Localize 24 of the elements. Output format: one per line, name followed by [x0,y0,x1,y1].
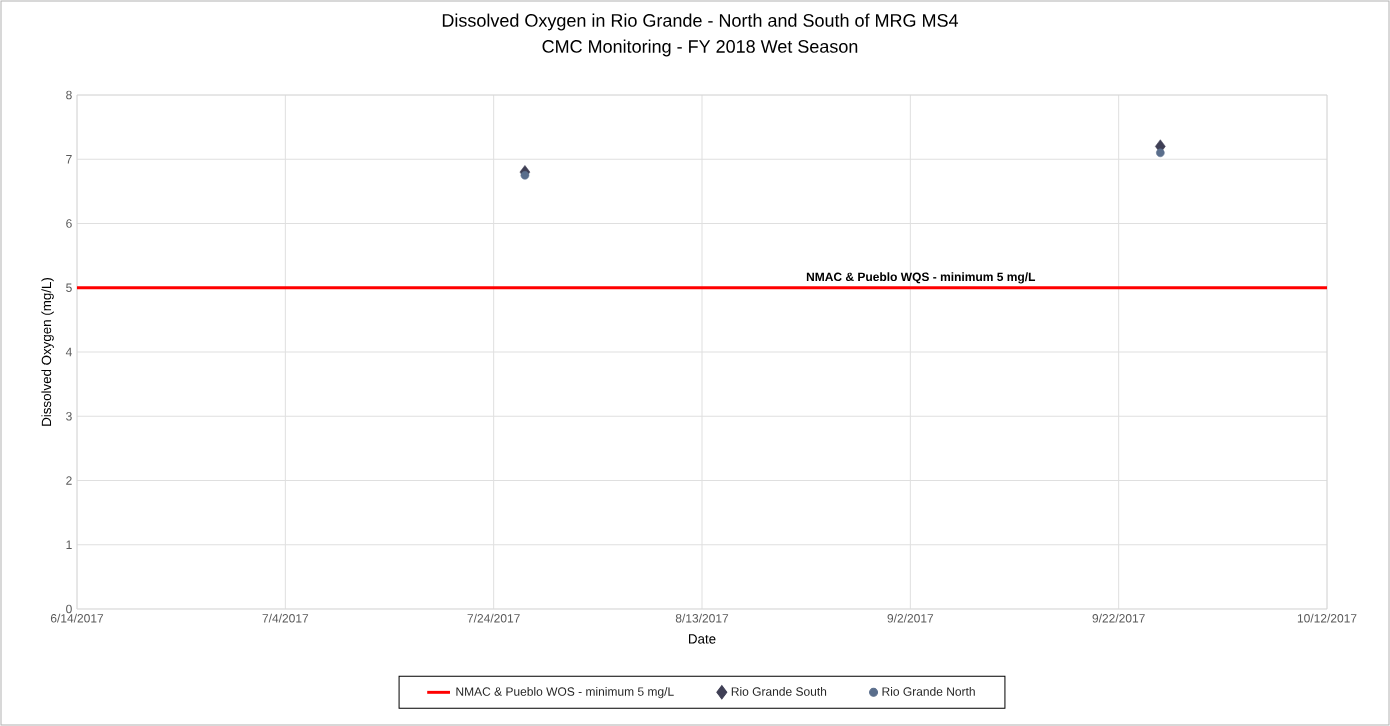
y-axis-title: Dissolved Oxygen (mg/L) [41,278,54,426]
annotation: NMAC & Pueblo WQS - minimum 5 mg/L [806,272,1036,284]
x-tick-label: 8/13/2017 [675,613,729,623]
x-tick-label: 9/2/2017 [887,613,934,623]
y-tick-label: 5 [66,283,72,292]
y-tick-label: 2 [66,476,72,485]
legend-label: Rio Grande North [882,686,975,696]
x-tick-label: 6/14/2017 [50,613,104,623]
x-tick-label: 9/22/2017 [1092,613,1145,623]
chart-title: Dissolved Oxygen in Rio Grande - North and South of MRG MS4 [442,13,959,31]
y-tick-label: 8 [66,90,72,100]
x-tick-label: 7/24/2017 [467,613,520,623]
y-tick-label: 1 [66,540,72,549]
x-tick-label: 10/12/2017 [1297,613,1357,623]
y-tick-label: 7 [66,155,72,164]
chart-subtitle: CMC Monitoring - FY 2018 Wet Season [542,39,858,57]
x-axis-title: Date [689,634,716,644]
y-tick-label: 6 [66,219,72,228]
legend-label: NMAC & Pueblo WOS - minimum 5 mg/L [456,686,674,699]
x-tick-label: 7/4/2017 [262,613,309,623]
legend-label: Rio Grande South [731,686,827,696]
y-tick-label: 3 [66,412,72,421]
y-tick-label: 4 [65,347,72,357]
y-tick-label: 0 [66,604,72,614]
